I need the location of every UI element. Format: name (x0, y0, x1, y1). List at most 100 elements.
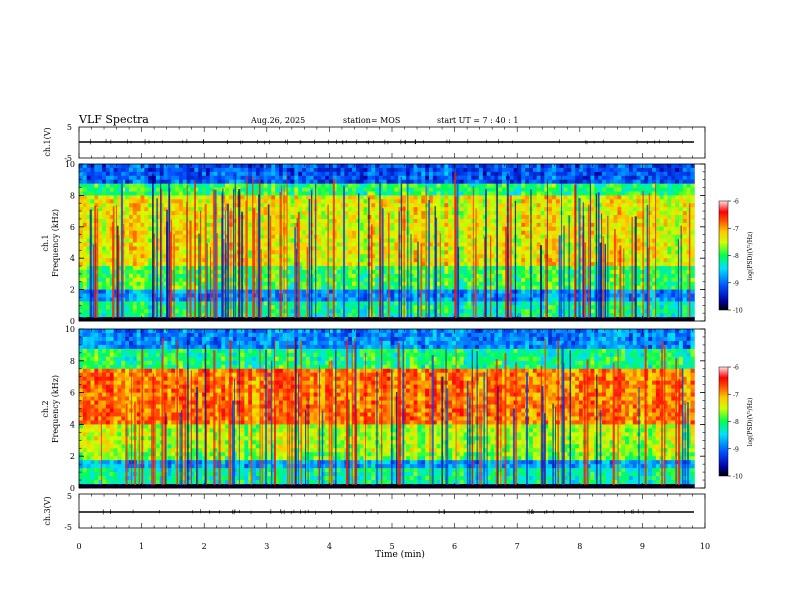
spectrogram-cell (448, 191, 453, 196)
spectrogram-cell (302, 254, 307, 259)
spectrogram-cell (421, 246, 426, 251)
spectrogram-cell (190, 175, 195, 181)
spectrogram-cell (209, 179, 215, 185)
spectrogram-cell (294, 207, 299, 212)
spectrogram-cell (129, 289, 134, 294)
spectrogram-cell (286, 226, 291, 232)
spectrogram-cell (244, 175, 249, 181)
spectrogram-cell (375, 218, 380, 224)
spectrogram-cell (398, 218, 403, 224)
spectrogram-cell (505, 164, 511, 169)
spectrogram-cell (340, 285, 345, 291)
spectrogram-cell (132, 234, 138, 239)
spectrogram-cell (425, 250, 430, 255)
spectrogram-cell (182, 215, 188, 220)
spectrogram-cell (344, 164, 349, 169)
spectrogram-cell (490, 230, 495, 236)
spectrogram-cell (428, 285, 434, 291)
spectrogram-cell (394, 277, 399, 283)
spectrogram-cell (179, 238, 184, 243)
spectrogram-cell (105, 211, 111, 216)
spectrogram-cell (267, 289, 272, 294)
spectrogram-cell (209, 191, 215, 196)
spectrogram-cell (117, 301, 122, 306)
spectrogram-cell (409, 183, 414, 188)
spectrogram-cell (194, 171, 199, 177)
spectrogram-cell (398, 199, 403, 204)
spectrogram-cell (486, 226, 491, 232)
spectrogram-cell (275, 171, 280, 177)
spectrogram-cell (232, 164, 238, 169)
spectrogram-cell (298, 277, 303, 283)
spectrogram-cell (540, 222, 545, 228)
spectrogram-cell (298, 218, 303, 224)
spectrogram-cell (521, 293, 526, 298)
spectrogram-cell (163, 164, 168, 169)
spectrogram-cell (475, 293, 480, 298)
spectrogram-cell (363, 167, 368, 173)
spectrogram-cell (371, 179, 376, 185)
spectrogram-cell (294, 195, 299, 200)
spectrogram-cell (163, 222, 168, 228)
spectrogram-cell (486, 187, 491, 192)
spectrogram-cell (263, 211, 268, 216)
spectrogram-cell (98, 191, 103, 196)
spectrogram-cell (463, 246, 468, 251)
spectrogram-cell (448, 199, 453, 204)
spectrogram-cell (163, 179, 168, 185)
spectrogram-cell (382, 277, 388, 283)
spectrogram-cell (425, 199, 430, 204)
spectrogram-cell (425, 215, 430, 220)
spectrogram-cell (140, 281, 145, 287)
spectrogram-cell (132, 203, 138, 208)
spectrogram-cell (302, 273, 307, 279)
spectrogram-cell (129, 266, 134, 271)
spectrogram-cell (136, 293, 141, 298)
spectrogram-cell (175, 293, 180, 298)
spectrogram-cell (117, 266, 122, 271)
spectrogram-cell (148, 269, 153, 275)
spectrogram-cell (186, 285, 191, 291)
spectrogram-cell (321, 250, 326, 255)
spectrogram-cell (452, 167, 457, 173)
spectrogram-cell (409, 309, 414, 314)
spectrogram-cell (444, 293, 449, 298)
spectrogram-cell (228, 183, 234, 188)
spectrogram-cell (125, 179, 130, 185)
spectrogram-cell (82, 289, 88, 294)
spectrogram-cell (502, 277, 507, 283)
spectrogram-cell (332, 246, 338, 251)
spectrogram-cell (225, 175, 230, 181)
spectrogram-cell (290, 211, 295, 216)
spectrogram-cell (259, 301, 265, 306)
spectrogram-cell (286, 183, 291, 188)
spectrogram-cell (478, 305, 484, 310)
spectrogram-cell (259, 246, 265, 251)
spectrogram-cell (421, 242, 426, 247)
spectrogram-cell (378, 187, 384, 192)
spectrogram-cell (82, 238, 88, 243)
spectrogram-cell (105, 293, 111, 298)
spectrogram-cell (298, 187, 303, 192)
spectrogram-cell (290, 234, 295, 239)
spectrogram-cell (82, 175, 88, 181)
spectrogram-cell (348, 183, 353, 188)
spectrogram-cell (382, 226, 388, 232)
spectrogram-cell (336, 226, 341, 232)
spectrogram-cell (194, 234, 199, 239)
spectrogram-cell (436, 183, 441, 188)
spectrogram-cell (340, 250, 345, 255)
spectrogram-cell (275, 230, 280, 236)
spectrogram-cell (182, 242, 188, 247)
spectrogram-cell (417, 222, 422, 228)
spectrogram-cell (394, 218, 399, 224)
spectrogram-cell (171, 211, 176, 216)
spectrogram-cell (528, 175, 534, 181)
spectrogram-cell (82, 234, 88, 239)
spectrogram-cell (163, 167, 168, 173)
spectrogram-cell (375, 167, 380, 173)
spectrogram-cell (471, 175, 476, 181)
spectrogram-cell (282, 199, 288, 204)
spectrogram-cell (344, 175, 349, 181)
spectrogram-cell (444, 309, 449, 314)
